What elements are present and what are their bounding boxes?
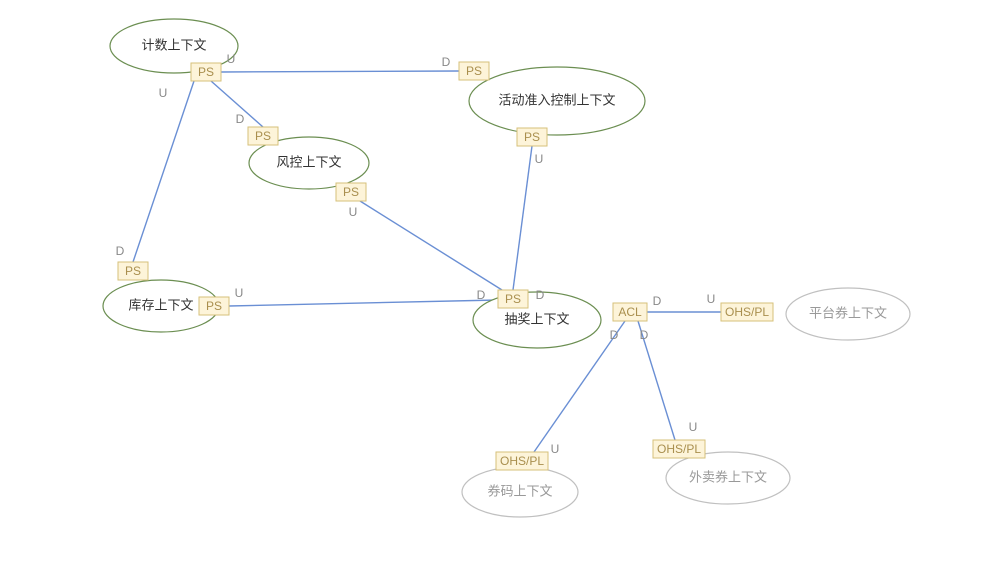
edge-ps_access_out-ps_lottery_hub [513,146,532,290]
ud-label-5: U [235,286,244,300]
node-label-ccode: 券码上下文 [487,483,552,498]
edge-ps_count_out-ps_stock_in [133,81,194,262]
node-label-pcoupon: 平台券上下文 [809,305,887,320]
box-label-ps_access_in: PS [466,64,482,78]
ud-label-15: U [689,420,698,434]
ud-label-7: U [349,205,358,219]
box-label-ohs_c: OHS/PL [500,454,544,468]
ud-label-9: D [536,288,545,302]
node-label-lottery: 抽奖上下文 [504,311,569,326]
box-label-ps_lottery_hub: PS [505,292,521,306]
node-label-access: 活动准入控制上下文 [498,92,615,107]
box-label-ps_stock_out: PS [206,299,222,313]
ud-label-4: D [116,244,125,258]
ud-label-6: U [535,152,544,166]
box-label-ps_stock_in: PS [125,264,141,278]
box-label-acl: ACL [618,305,642,319]
box-label-ps_risk_out: PS [343,185,359,199]
ud-label-1: D [442,55,451,69]
nodes-layer: 计数上下文风控上下文 活动准入控制上下文库存上下文抽奖上下文 平台券上下文券码上下文… [103,19,910,517]
box-label-ohs_p: OHS/PL [725,305,769,319]
box-label-ps_risk_in: PS [255,129,271,143]
node-label-count: 计数上下文 [141,37,206,52]
node-label-wcoupon: 外卖券上下文 [689,469,767,484]
ud-label-2: D [236,112,245,126]
box-label-ps_access_out: PS [524,130,540,144]
ud-label-3: U [159,86,168,100]
node-label-risk: 风控上下文 [276,154,341,169]
ud-label-13: D [640,328,649,342]
edge-ps_count_out-ps_access_in [221,71,459,72]
ud-label-10: D [653,294,662,308]
ud-label-14: U [551,442,560,456]
ud-label-0: U [227,52,236,66]
box-label-ohs_w: OHS/PL [657,442,701,456]
edges-layer [133,71,721,452]
edge-ps_stock_out-ps_lottery_hub [229,300,498,306]
boxes-layer: PS PS PS PS PS PS PS PS ACL OHS/PL OHS/PL OHS/PL [118,62,773,470]
node-label-stock: 库存上下文 [128,297,193,312]
edge-ps_risk_out-ps_lottery_hub [360,201,502,290]
ud-label-11: U [707,292,716,306]
ud-label-8: D [477,288,486,302]
context-map-diagram: 计数上下文风控上下文 活动准入控制上下文库存上下文抽奖上下文 平台券上下文券码上下文… [0,0,982,565]
ud-label-12: D [610,328,619,342]
box-label-ps_count_out: PS [198,65,214,79]
